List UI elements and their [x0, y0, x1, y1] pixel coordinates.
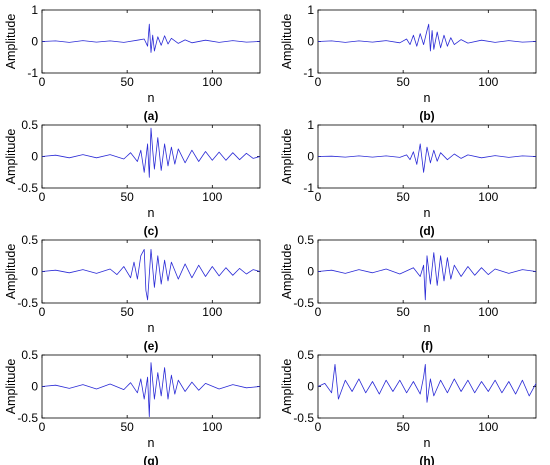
y-tick-label: 0.5	[297, 348, 314, 362]
signal-trace	[317, 143, 537, 173]
x-axis-label: n	[148, 436, 155, 450]
y-axis-label: Amplitude	[280, 359, 294, 415]
y-tick-label: 1	[307, 118, 314, 132]
signal-trace	[41, 362, 261, 418]
x-tick-label: 0	[39, 420, 46, 434]
x-axis-label: n	[424, 436, 431, 450]
y-tick-label: 0.5	[297, 233, 314, 247]
x-axis-label: n	[148, 321, 155, 335]
y-tick-label: 0	[307, 380, 314, 394]
subplot-caption: (f)	[421, 339, 433, 353]
y-axis-label: Amplitude	[4, 14, 18, 70]
subplot-caption: (e)	[144, 339, 159, 353]
y-tick-label: -0.5	[293, 296, 314, 310]
y-axis-label: Amplitude	[4, 359, 18, 415]
x-tick-label: 100	[478, 75, 498, 89]
y-tick-label: 0	[307, 35, 314, 49]
subplot-caption: (d)	[419, 224, 434, 238]
x-tick-label: 100	[478, 305, 498, 319]
y-tick-label: -1	[27, 66, 38, 80]
subplot-caption: (c)	[144, 224, 159, 238]
y-tick-label: -0.5	[17, 181, 38, 195]
x-tick-label: 50	[396, 190, 410, 204]
y-tick-label: 0	[31, 380, 38, 394]
y-axis-label: Amplitude	[280, 244, 294, 300]
y-tick-label: -0.5	[17, 296, 38, 310]
y-tick-label: 0	[307, 265, 314, 279]
x-axis-label: n	[148, 91, 155, 105]
subplot-caption: (b)	[419, 109, 434, 123]
x-tick-label: 100	[202, 75, 222, 89]
x-tick-label: 0	[315, 190, 322, 204]
y-axis-label: Amplitude	[4, 244, 18, 300]
x-tick-label: 0	[39, 75, 46, 89]
x-tick-label: 0	[315, 305, 322, 319]
y-tick-label: 1	[307, 3, 314, 17]
x-tick-label: 100	[202, 420, 222, 434]
signal-trace	[41, 127, 261, 178]
signal-trace	[41, 23, 261, 53]
x-tick-label: 100	[202, 190, 222, 204]
x-tick-label: 0	[315, 420, 322, 434]
y-tick-label: -1	[303, 66, 314, 80]
x-tick-label: 0	[39, 305, 46, 319]
x-tick-label: 100	[478, 190, 498, 204]
x-axis-label: n	[424, 321, 431, 335]
x-tick-label: 50	[120, 75, 134, 89]
signal-trace	[317, 23, 537, 52]
x-tick-label: 50	[396, 75, 410, 89]
x-tick-label: 0	[315, 75, 322, 89]
x-axis-label: n	[424, 206, 431, 220]
x-tick-label: 50	[120, 420, 134, 434]
subplot-caption: (h)	[419, 454, 434, 465]
y-tick-label: 0.5	[21, 118, 38, 132]
x-tick-label: 50	[120, 190, 134, 204]
x-tick-label: 0	[39, 190, 46, 204]
x-tick-label: 100	[478, 420, 498, 434]
signal-trace	[317, 252, 537, 301]
x-tick-label: 50	[396, 420, 410, 434]
y-tick-label: 0	[31, 265, 38, 279]
y-axis-label: Amplitude	[280, 14, 294, 70]
subplot-caption: (a)	[144, 109, 159, 123]
x-axis-label: n	[424, 91, 431, 105]
y-tick-label: -0.5	[293, 411, 314, 425]
x-tick-label: 50	[120, 305, 134, 319]
y-tick-label: 0	[31, 150, 38, 164]
signal-trace	[317, 363, 537, 403]
x-axis-label: n	[148, 206, 155, 220]
y-tick-label: -0.5	[17, 411, 38, 425]
x-tick-label: 100	[202, 305, 222, 319]
y-tick-label: 0.5	[21, 233, 38, 247]
subplot-caption: (g)	[143, 454, 158, 465]
y-tick-label: 0	[31, 35, 38, 49]
y-tick-label: -1	[303, 181, 314, 195]
x-tick-label: 50	[396, 305, 410, 319]
axes-box	[317, 354, 537, 419]
y-axis-label: Amplitude	[280, 129, 294, 185]
signal-trace	[41, 248, 261, 301]
y-tick-label: 0.5	[21, 348, 38, 362]
y-axis-label: Amplitude	[4, 129, 18, 185]
y-tick-label: 1	[31, 3, 38, 17]
y-tick-label: 0	[307, 150, 314, 164]
